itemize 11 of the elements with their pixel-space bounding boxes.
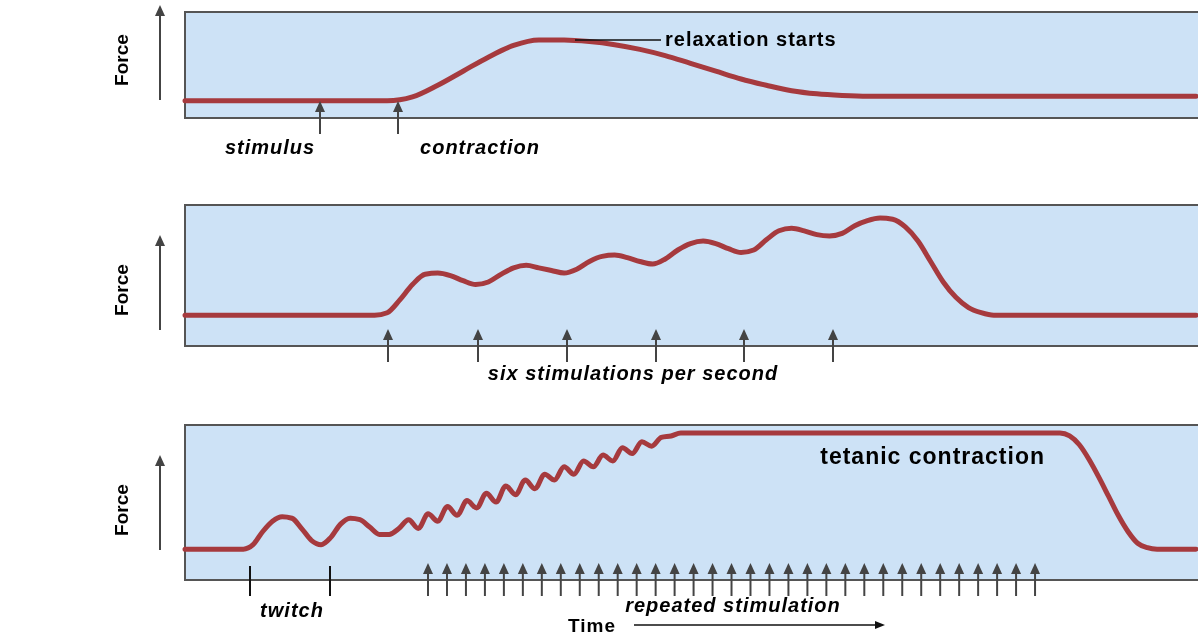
y-axis-title: Force (111, 264, 132, 316)
text: twitch (260, 599, 324, 621)
y-axis-title: Force (111, 34, 132, 86)
annotation: tetanic contraction (820, 443, 1045, 469)
text: six stimulations per second (487, 362, 779, 384)
annotation: relaxation starts (665, 28, 837, 50)
text: repeated stimulation (625, 594, 841, 616)
text: stimulus (224, 136, 316, 158)
y-axis-title: Force (111, 484, 132, 536)
text: contraction (420, 136, 540, 158)
x-axis-title: Time (567, 615, 617, 636)
